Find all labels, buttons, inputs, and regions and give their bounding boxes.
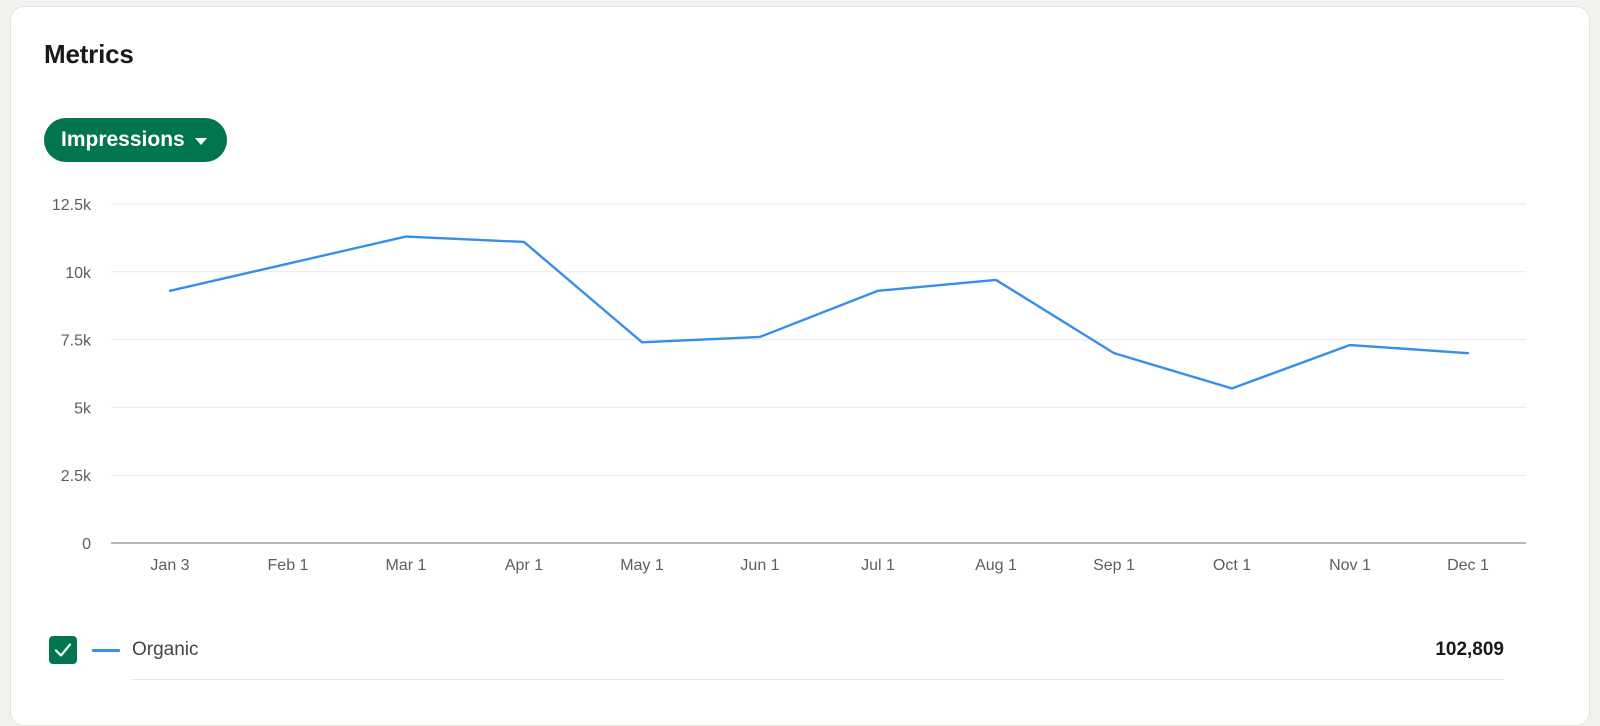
x-tick-label: Dec 1 (1447, 557, 1489, 574)
data-point[interactable] (1343, 338, 1357, 352)
series-checkbox[interactable] (49, 636, 77, 664)
x-tick-label: Jun 1 (740, 557, 779, 574)
x-tick-label: Nov 1 (1329, 557, 1371, 574)
y-tick-label: 5k (74, 400, 92, 417)
checkmark-icon (54, 643, 72, 657)
impressions-line-chart: 0 2.5k 5k 7.5k 10k 12.5k Jan 3 Feb 1 Mar 1 Apr 1… (52, 197, 1526, 574)
metric-dropdown-label: Impressions (61, 128, 185, 151)
y-tick-label: 2.5k (61, 468, 92, 485)
x-tick-label: Mar 1 (386, 557, 427, 574)
data-point[interactable] (517, 235, 531, 249)
x-tick-label: Feb 1 (268, 557, 309, 574)
legend-series-total: 102,809 (1435, 639, 1504, 660)
y-tick-label: 0 (82, 536, 91, 553)
data-point[interactable] (1461, 346, 1475, 360)
x-tick-label: Aug 1 (975, 557, 1017, 574)
data-point[interactable] (399, 230, 413, 244)
data-point[interactable] (163, 284, 177, 298)
data-point[interactable] (635, 335, 649, 349)
metrics-card: Metrics Impressions 0 2.5k 5k 7.5k 10k 12.5k … (10, 6, 1590, 726)
caret-down-icon (194, 137, 207, 145)
legend-divider (131, 679, 1504, 680)
card-title: Metrics (44, 39, 134, 69)
data-point[interactable] (753, 330, 767, 344)
series-layer (163, 230, 1475, 395)
data-point[interactable] (281, 257, 295, 271)
data-point[interactable] (1225, 381, 1239, 395)
x-tick-label: Apr 1 (505, 557, 543, 574)
metric-dropdown[interactable]: Impressions (44, 118, 227, 162)
x-tick-label: Jul 1 (861, 557, 895, 574)
legend-line-swatch (92, 648, 120, 652)
grid-lines (111, 203, 1526, 544)
y-tick-label: 7.5k (61, 333, 92, 350)
series-line-organic (168, 235, 1470, 390)
legend-row: Organic 102,809 (49, 634, 1504, 666)
data-point[interactable] (871, 284, 885, 298)
x-axis-ticks: Jan 3 Feb 1 Mar 1 Apr 1 May 1 Jun 1 Jul 1 Aug 1… (150, 557, 1489, 574)
y-tick-label: 12.5k (52, 197, 92, 214)
data-point[interactable] (1107, 346, 1121, 360)
x-tick-label: May 1 (620, 557, 664, 574)
x-tick-label: Oct 1 (1213, 557, 1251, 574)
legend-series-label: Organic (132, 639, 199, 660)
x-tick-label: Sep 1 (1093, 557, 1135, 574)
data-point[interactable] (989, 273, 1003, 287)
x-tick-label: Jan 3 (150, 557, 189, 574)
y-axis-ticks: 0 2.5k 5k 7.5k 10k 12.5k (52, 197, 92, 553)
y-tick-label: 10k (65, 265, 92, 282)
